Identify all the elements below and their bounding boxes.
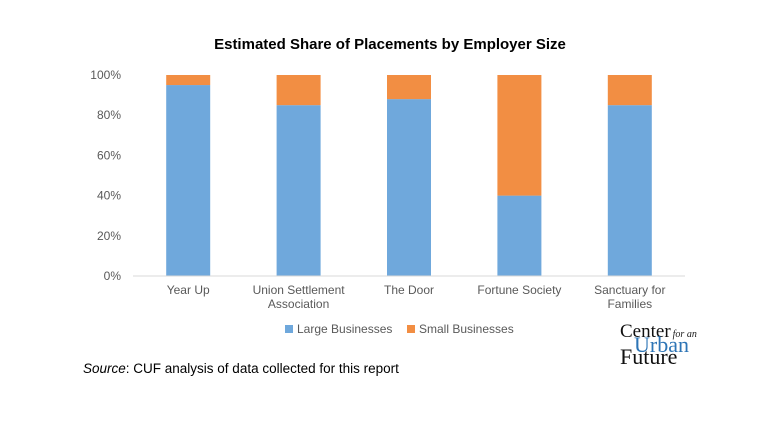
source-text: : CUF analysis of data collected for thi… <box>125 361 399 376</box>
y-tick-label: 20% <box>97 229 121 243</box>
chart: Estimated Share of Placements by Employe… <box>90 36 685 336</box>
y-axis: 0% 20% 40% 60% 80% 100% <box>90 68 121 283</box>
category-label: Year Up <box>167 283 210 297</box>
bar-small-businesses <box>276 75 321 106</box>
legend-swatch <box>285 325 293 333</box>
bar-large-businesses <box>166 85 211 276</box>
bar-large-businesses <box>497 195 542 276</box>
bar-large-businesses <box>607 105 652 277</box>
bar-large-businesses <box>276 105 321 277</box>
bar-small-businesses <box>387 75 431 100</box>
source-note: Source: CUF analysis of data collected f… <box>83 361 399 376</box>
bar-small-businesses <box>166 75 211 86</box>
logo-line-future: Future <box>620 344 678 369</box>
legend-swatch <box>407 325 415 333</box>
logo-line-center: Center for an <box>620 321 697 342</box>
category-label: Fortune Society <box>477 283 561 297</box>
bar-small-businesses <box>497 75 542 196</box>
category-label: The Door <box>384 283 434 297</box>
legend: Large Businesses Small Businesses <box>285 322 514 336</box>
logo-line-urban: Urban <box>634 332 689 357</box>
bar-plot <box>166 75 652 277</box>
y-tick-label: 100% <box>90 68 121 82</box>
y-tick-label: 0% <box>104 269 122 283</box>
category-label: Union Settlement Association <box>253 283 346 311</box>
cuf-logo: Center for an Urban Future <box>620 322 710 368</box>
y-tick-label: 60% <box>97 148 121 162</box>
y-tick-label: 80% <box>97 108 121 122</box>
chart-title: Estimated Share of Placements by Employe… <box>214 36 566 53</box>
x-axis: Year Up Union Settlement Association The Do… <box>167 283 666 311</box>
y-tick-label: 40% <box>97 189 121 203</box>
bar-small-businesses <box>607 75 652 106</box>
legend-label: Large Businesses <box>297 322 392 336</box>
legend-label: Small Businesses <box>419 322 514 336</box>
category-label: Sanctuary for Families <box>594 283 665 311</box>
bar-large-businesses <box>387 99 431 277</box>
source-label: Source <box>83 361 126 376</box>
